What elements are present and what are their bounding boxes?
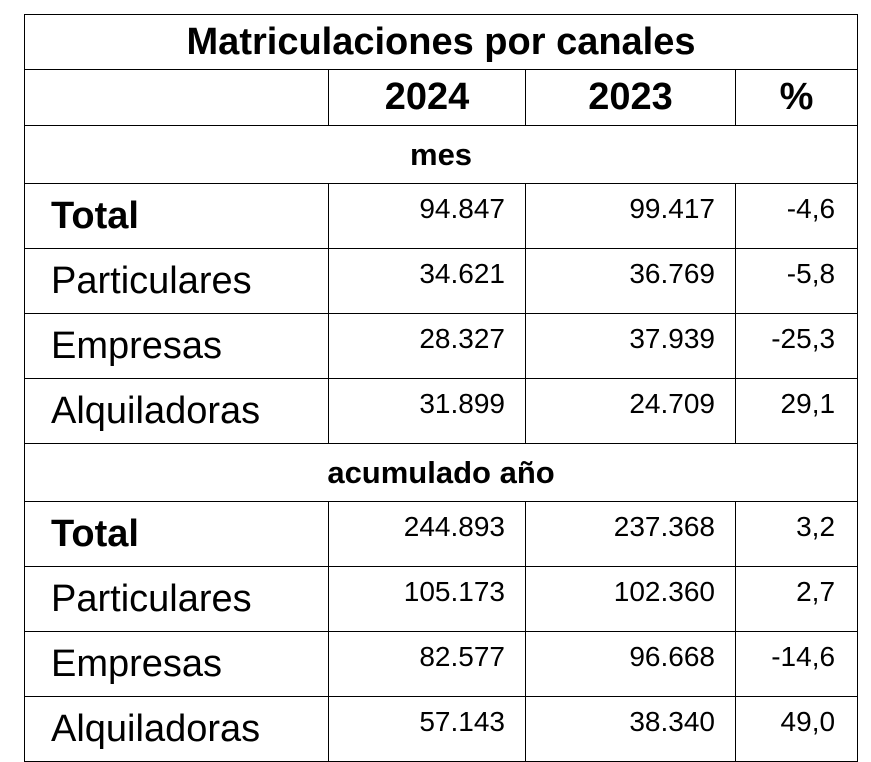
channel-label: Total	[24, 501, 329, 567]
value-2023: 102.360	[525, 566, 736, 632]
table-row: Alquiladoras 31.899 24.709 29,1	[24, 378, 859, 444]
header-2024: 2024	[328, 69, 526, 126]
percent-change: 2,7	[734, 566, 859, 632]
value-2024: 82.577	[328, 631, 526, 697]
percent-change: -14,6	[734, 631, 859, 697]
value-2023: 37.939	[525, 313, 736, 379]
registrations-table: Matriculaciones por canales 2024 2023 % …	[23, 14, 859, 762]
header-empty-cell	[24, 69, 329, 126]
table-row: Particulares 105.173 102.360 2,7	[24, 566, 859, 632]
table-row: Total 94.847 99.417 -4,6	[24, 183, 859, 249]
value-2024: 105.173	[328, 566, 526, 632]
title-row: Matriculaciones por canales	[23, 14, 859, 70]
percent-change: 49,0	[734, 696, 859, 762]
section-row: mes	[23, 125, 859, 184]
percent-change: -25,3	[734, 313, 859, 379]
header-2023: 2023	[525, 69, 736, 126]
percent-change: -5,8	[734, 248, 859, 314]
percent-change: -4,6	[734, 183, 859, 249]
channel-label: Alquiladoras	[24, 378, 329, 444]
header-percent: %	[734, 69, 859, 126]
section-row: acumulado año	[23, 443, 859, 502]
channel-label: Particulares	[24, 566, 329, 632]
percent-change: 29,1	[734, 378, 859, 444]
value-2023: 24.709	[525, 378, 736, 444]
table-title: Matriculaciones por canales	[23, 14, 859, 70]
channel-label: Total	[24, 183, 329, 249]
value-2023: 99.417	[525, 183, 736, 249]
table-row: Particulares 34.621 36.769 -5,8	[24, 248, 859, 314]
header-row: 2024 2023 %	[24, 69, 859, 126]
channel-label: Empresas	[24, 313, 329, 379]
value-2023: 237.368	[525, 501, 736, 567]
value-2024: 28.327	[328, 313, 526, 379]
channel-label: Alquiladoras	[24, 696, 329, 762]
table-row: Empresas 28.327 37.939 -25,3	[24, 313, 859, 379]
value-2024: 34.621	[328, 248, 526, 314]
value-2024: 31.899	[328, 378, 526, 444]
table-row: Total 244.893 237.368 3,2	[24, 501, 859, 567]
value-2023: 36.769	[525, 248, 736, 314]
channel-label: Particulares	[24, 248, 329, 314]
value-2024: 244.893	[328, 501, 526, 567]
table-row: Empresas 82.577 96.668 -14,6	[24, 631, 859, 697]
value-2024: 57.143	[328, 696, 526, 762]
channel-label: Empresas	[24, 631, 329, 697]
value-2024: 94.847	[328, 183, 526, 249]
section-label: acumulado año	[23, 443, 859, 502]
value-2023: 96.668	[525, 631, 736, 697]
value-2023: 38.340	[525, 696, 736, 762]
table-row: Alquiladoras 57.143 38.340 49,0	[24, 696, 859, 762]
section-label: mes	[23, 125, 859, 184]
percent-change: 3,2	[734, 501, 859, 567]
